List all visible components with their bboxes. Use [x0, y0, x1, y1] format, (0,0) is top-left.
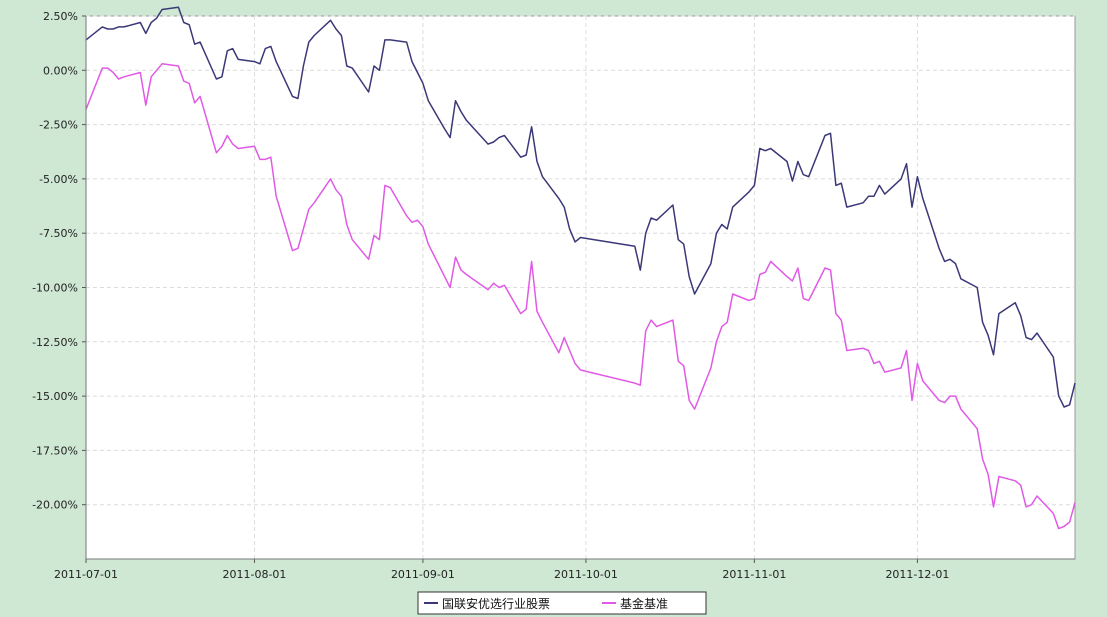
y-tick-label: -10.00% — [32, 282, 78, 295]
y-tick-label: -7.50% — [39, 227, 78, 240]
y-tick-label: -12.50% — [32, 336, 78, 349]
grid — [85, 15, 1075, 559]
y-tick-label: -5.00% — [39, 173, 78, 186]
x-tick-label: 2011-12-01 — [885, 568, 949, 581]
x-tick-label: 2011-07-01 — [54, 568, 118, 581]
axes: 2.50% 0.00% -2.50% -5.00% -7.50% -10.00% -12.5… — [32, 10, 1075, 581]
y-tick-label: -15.00% — [32, 390, 78, 403]
series-lines — [85, 6, 1076, 530]
y-tick-label: -20.00% — [32, 499, 78, 512]
legend: 国联安优选行业股票 基金基准 — [417, 591, 707, 615]
x-tick-label: 2011-10-01 — [554, 568, 618, 581]
x-tick-label: 2011-11-01 — [722, 568, 786, 581]
x-tick-label: 2011-08-01 — [222, 568, 286, 581]
y-tick-label: -17.50% — [32, 444, 78, 457]
y-tick-label: -2.50% — [39, 119, 78, 132]
series-line-2 — [85, 63, 1076, 530]
y-tick-label: 0.00% — [43, 64, 78, 77]
legend-label-1: 国联安优选行业股票 — [442, 596, 550, 611]
legend-box — [417, 591, 707, 615]
series-line-1 — [85, 6, 1076, 408]
legend-label-2: 基金基准 — [620, 596, 668, 611]
x-tick-label: 2011-09-01 — [391, 568, 455, 581]
y-tick-label: 2.50% — [43, 10, 78, 23]
